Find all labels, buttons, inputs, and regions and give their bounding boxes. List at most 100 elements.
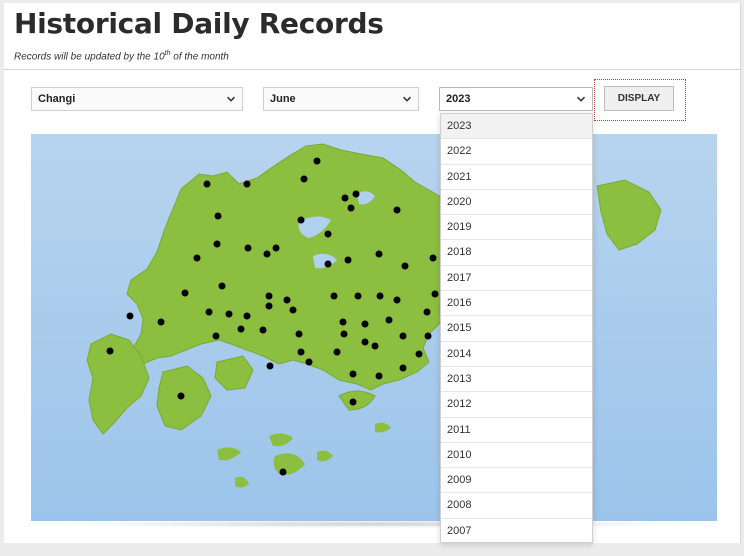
station-marker (289, 306, 297, 314)
year-option[interactable]: 2017 (441, 266, 592, 292)
station-marker (313, 157, 321, 165)
station-marker (244, 244, 252, 252)
station-marker (218, 282, 226, 290)
station-marker (423, 308, 431, 316)
year-option[interactable]: 2023 (441, 114, 592, 140)
header-divider (4, 69, 740, 70)
station-marker (330, 292, 338, 300)
station-marker (214, 212, 222, 220)
chevron-down-icon (226, 96, 236, 102)
station-marker (324, 230, 332, 238)
year-option[interactable]: 2011 (441, 418, 592, 443)
station-marker (177, 392, 185, 400)
year-option[interactable]: 2021 (441, 165, 592, 190)
station-marker (324, 260, 332, 268)
station-marker (272, 244, 280, 252)
station-marker (375, 372, 383, 380)
month-select-value: June (270, 93, 296, 105)
station-marker (157, 318, 165, 326)
southern-island (269, 433, 293, 447)
station-select-value: Changi (38, 93, 76, 105)
station-map (31, 134, 717, 521)
station-marker (225, 310, 233, 318)
southern-island (375, 422, 391, 433)
station-marker (265, 302, 273, 310)
chevron-down-icon (402, 96, 412, 102)
station-marker (339, 318, 347, 326)
station-marker (205, 308, 213, 316)
station-marker (265, 292, 273, 300)
station-select[interactable]: Changi (31, 87, 243, 111)
station-marker (193, 254, 201, 262)
station-marker (393, 206, 401, 214)
main-island (122, 143, 462, 391)
station-marker (263, 250, 271, 258)
reservoir (298, 216, 331, 238)
station-marker (349, 370, 357, 378)
sentosa-island (338, 390, 376, 411)
station-marker (352, 190, 360, 198)
year-select[interactable]: 2023 (439, 87, 593, 111)
subtitle-suffix: of the month (170, 51, 229, 63)
station-marker (305, 358, 313, 366)
month-select[interactable]: June (263, 87, 419, 111)
station-marker (295, 330, 303, 338)
year-option[interactable]: 2019 (441, 215, 592, 241)
station-marker (399, 332, 407, 340)
year-dropdown-list[interactable]: 2023 2022 2021 2020 2019 2018 2017 2016 2015 2014… (440, 113, 593, 543)
island (214, 355, 254, 391)
station-marker (297, 348, 305, 356)
year-option[interactable]: 2014 (441, 342, 592, 367)
station-marker (376, 292, 384, 300)
map-graphic (86, 143, 662, 488)
chevron-down-icon (576, 96, 586, 102)
year-option[interactable]: 2010 (441, 443, 592, 469)
station-marker (297, 216, 305, 224)
station-marker (181, 289, 189, 297)
display-button-focus-ring (594, 79, 686, 121)
year-option[interactable]: 2012 (441, 392, 592, 418)
year-option[interactable]: 2009 (441, 468, 592, 494)
year-option[interactable]: 2013 (441, 367, 592, 393)
subtitle-superscript: th (164, 50, 171, 57)
station-marker (341, 194, 349, 202)
southern-island (217, 447, 241, 461)
station-marker (361, 338, 369, 346)
southern-island (273, 453, 305, 475)
year-option[interactable]: 2020 (441, 190, 592, 216)
station-marker (243, 312, 251, 320)
year-option[interactable]: 2008 (441, 493, 592, 519)
map-shadow (52, 520, 694, 528)
west-peninsula (86, 333, 150, 435)
station-marker (393, 296, 401, 304)
station-marker (203, 180, 211, 188)
southern-island (235, 476, 249, 488)
year-option[interactable]: 2015 (441, 316, 592, 342)
year-option[interactable]: 2007 (441, 519, 592, 542)
station-marker (106, 347, 114, 355)
subtitle-prefix: Records will be updated by the 10 (14, 51, 165, 63)
station-marker (213, 240, 221, 248)
page-subtitle: Records will be updated by the 10th of t… (14, 50, 229, 62)
station-marker (259, 326, 267, 334)
station-marker (333, 348, 341, 356)
pulau-tekong (596, 179, 662, 251)
station-marker (344, 256, 352, 264)
station-marker (429, 254, 437, 262)
station-marker (399, 364, 407, 372)
station-marker (354, 292, 362, 300)
station-marker (371, 342, 379, 350)
station-marker (415, 350, 423, 358)
year-option[interactable]: 2016 (441, 291, 592, 317)
station-marker (424, 332, 432, 340)
station-marker (126, 312, 134, 320)
station-marker (212, 332, 220, 340)
year-option[interactable]: 2022 (441, 139, 592, 165)
display-button[interactable]: DISPLAY (604, 86, 674, 111)
year-option[interactable]: 2018 (441, 240, 592, 266)
page-title: Historical Daily Records (14, 7, 384, 40)
reservoir (357, 191, 375, 205)
station-marker (375, 250, 383, 258)
jurong-island (156, 365, 212, 431)
station-marker (347, 204, 355, 212)
